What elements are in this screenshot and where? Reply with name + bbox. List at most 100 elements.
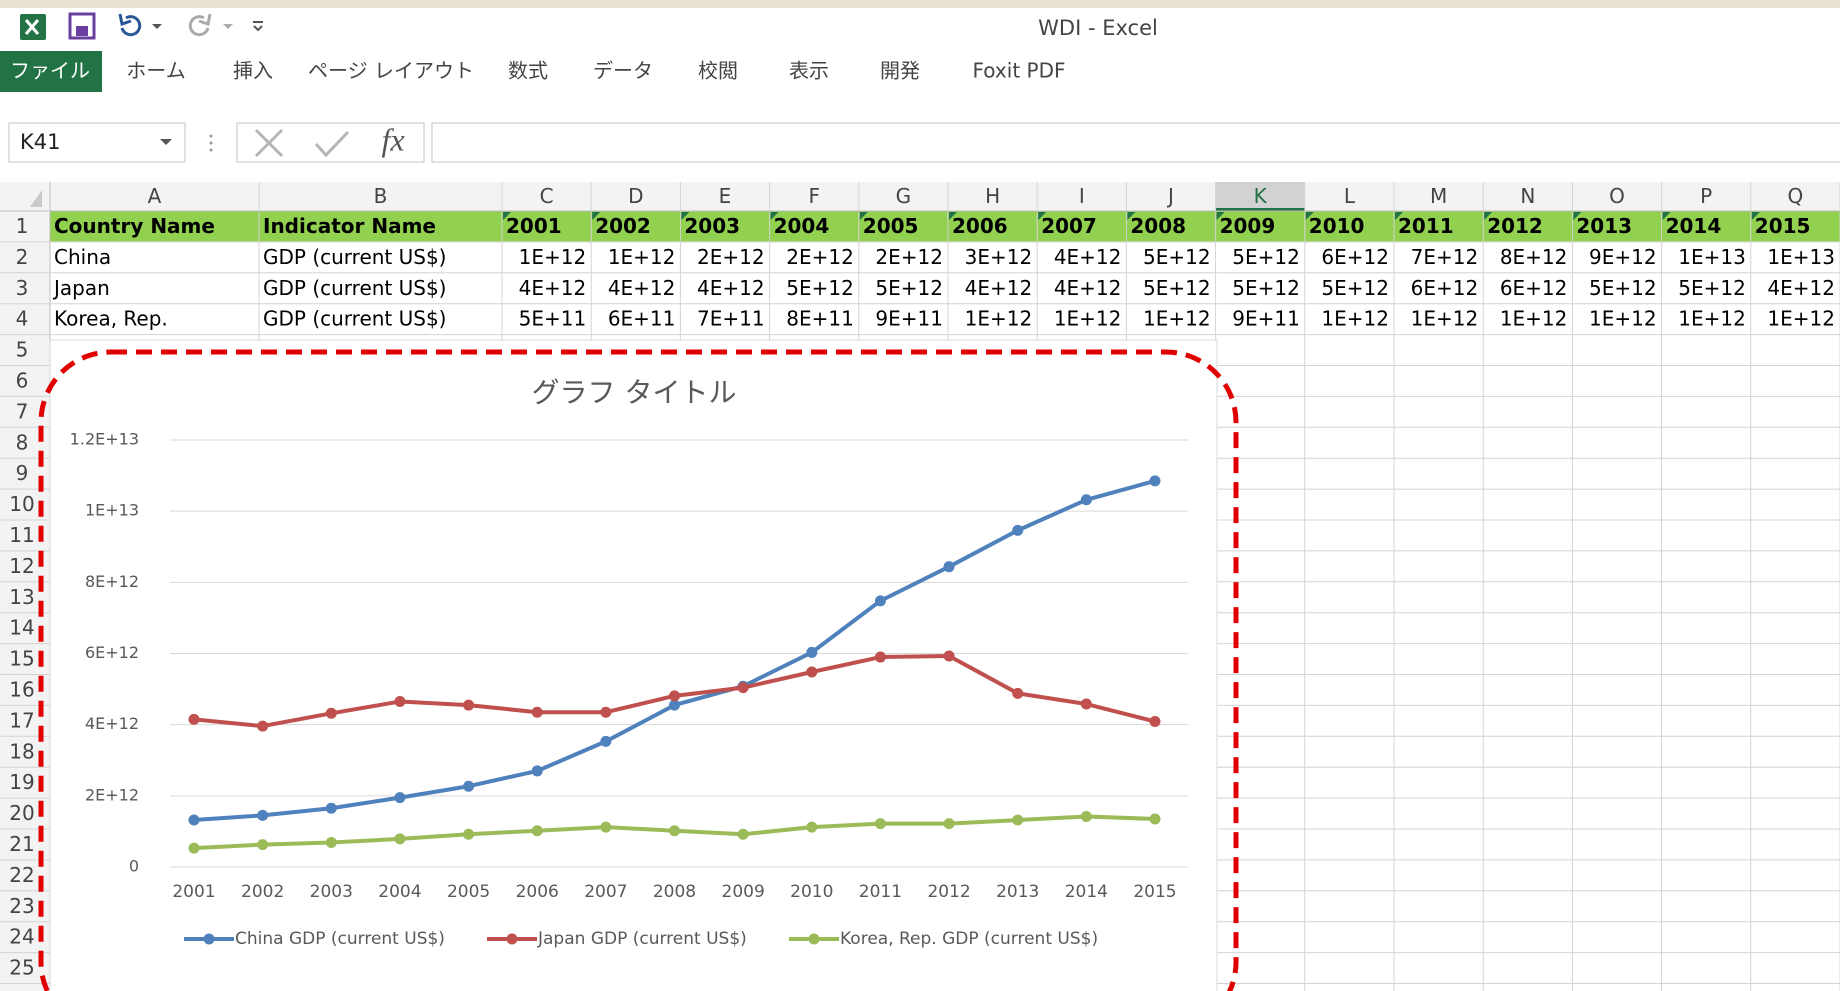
data-point[interactable]: [669, 690, 680, 702]
ribbon-tab[interactable]: データ: [593, 59, 653, 83]
row-header[interactable]: 14: [9, 616, 34, 640]
column-header[interactable]: F: [808, 184, 820, 208]
redo-icon[interactable]: [188, 13, 212, 37]
ribbon-tab[interactable]: 表示: [789, 59, 829, 83]
cell[interactable]: Country Name: [54, 214, 215, 238]
cell[interactable]: 9E+12: [1589, 245, 1657, 269]
row-header[interactable]: 11: [9, 523, 34, 547]
data-point[interactable]: [463, 780, 475, 792]
column-header[interactable]: K: [1254, 184, 1268, 208]
cell[interactable]: 1E+12: [965, 307, 1033, 331]
data-point[interactable]: [1149, 715, 1161, 727]
cell[interactable]: 8E+11: [786, 307, 854, 331]
row-header[interactable]: 3: [16, 276, 29, 300]
cell[interactable]: 2002: [595, 214, 651, 238]
enter-button[interactable]: [314, 130, 350, 158]
cell[interactable]: Indicator Name: [263, 214, 436, 238]
cell[interactable]: 2007: [1041, 214, 1097, 238]
data-point[interactable]: [806, 646, 818, 658]
row-header[interactable]: 24: [9, 925, 34, 949]
cell[interactable]: 2011: [1398, 214, 1454, 238]
column-header[interactable]: P: [1700, 184, 1712, 208]
column-header[interactable]: A: [148, 184, 162, 208]
data-point[interactable]: [1080, 810, 1092, 822]
cell[interactable]: 2014: [1666, 214, 1722, 238]
ribbon-tab[interactable]: 開発: [880, 59, 920, 83]
cell[interactable]: 5E+12: [1232, 276, 1300, 300]
data-point[interactable]: [257, 809, 269, 821]
cell[interactable]: 6E+12: [1500, 276, 1568, 300]
cell[interactable]: 2005: [863, 214, 919, 238]
column-header[interactable]: B: [374, 184, 388, 208]
row-header[interactable]: 12: [9, 554, 34, 578]
data-point[interactable]: [257, 839, 269, 851]
data-point[interactable]: [1012, 524, 1024, 536]
cell[interactable]: 1E+12: [1678, 307, 1746, 331]
row-header[interactable]: 6: [16, 368, 29, 392]
cell[interactable]: 2E+12: [875, 245, 943, 269]
data-point[interactable]: [463, 828, 475, 840]
cell[interactable]: 1E+13: [1678, 245, 1746, 269]
row-header[interactable]: 4: [16, 307, 29, 331]
data-point[interactable]: [737, 682, 749, 694]
cell[interactable]: GDP (current US$): [263, 276, 447, 300]
data-point[interactable]: [394, 792, 406, 804]
data-point[interactable]: [325, 836, 337, 848]
cell[interactable]: 1E+13: [1767, 245, 1835, 269]
data-point[interactable]: [188, 842, 200, 854]
cell[interactable]: 2015: [1755, 214, 1811, 238]
row-header[interactable]: 18: [9, 739, 34, 763]
ribbon-tab[interactable]: ホーム: [126, 59, 185, 83]
column-header[interactable]: C: [540, 184, 554, 208]
ribbon-tab[interactable]: 挿入: [233, 59, 273, 83]
row-header[interactable]: 7: [16, 399, 29, 423]
data-point[interactable]: [943, 650, 955, 662]
cell[interactable]: 5E+12: [1143, 276, 1211, 300]
cell[interactable]: 5E+12: [1678, 276, 1746, 300]
save-icon[interactable]: [68, 12, 96, 40]
cell[interactable]: 4E+12: [965, 276, 1033, 300]
row-header[interactable]: 9: [16, 461, 29, 485]
data-point[interactable]: [1012, 687, 1024, 699]
data-point[interactable]: [737, 828, 749, 840]
cell[interactable]: 2010: [1309, 214, 1365, 238]
cell[interactable]: 1E+12: [1321, 307, 1389, 331]
cell[interactable]: Korea, Rep.: [54, 307, 168, 331]
data-point[interactable]: [325, 707, 337, 719]
cell[interactable]: 4E+12: [1767, 276, 1835, 300]
row-header[interactable]: 5: [16, 338, 29, 362]
customize-toolbar[interactable]: [253, 21, 263, 32]
data-point[interactable]: [806, 821, 818, 833]
cell[interactable]: 9E+11: [875, 307, 943, 331]
cell[interactable]: 2008: [1130, 214, 1186, 238]
data-point[interactable]: [600, 706, 612, 718]
formula-input[interactable]: [431, 122, 1840, 163]
data-point[interactable]: [874, 595, 886, 607]
data-point[interactable]: [257, 720, 269, 732]
redo-dropdown[interactable]: [223, 24, 233, 29]
cell[interactable]: 5E+12: [1232, 245, 1300, 269]
cell[interactable]: 8E+12: [1500, 245, 1568, 269]
cell[interactable]: 7E+12: [1411, 245, 1479, 269]
ribbon-tab[interactable]: ページ レイアウト: [308, 59, 474, 83]
cell[interactable]: 1E+12: [1767, 307, 1835, 331]
cell[interactable]: GDP (current US$): [263, 307, 447, 331]
select-all[interactable]: [30, 190, 42, 207]
cell[interactable]: Japan: [52, 276, 110, 300]
cell[interactable]: 2006: [952, 214, 1008, 238]
column-header[interactable]: H: [985, 184, 1000, 208]
cell[interactable]: 2004: [774, 214, 830, 238]
data-point[interactable]: [325, 802, 337, 814]
data-point[interactable]: [1149, 475, 1161, 487]
row-header[interactable]: 17: [9, 708, 34, 732]
file-tab-bg[interactable]: [0, 51, 102, 92]
data-point[interactable]: [669, 699, 680, 711]
undo-icon[interactable]: [118, 13, 142, 37]
row-header[interactable]: 2: [16, 245, 29, 269]
row-header[interactable]: 21: [9, 832, 34, 856]
name-box[interactable]: [8, 122, 186, 163]
ribbon-tab[interactable]: 数式: [508, 59, 548, 83]
row-header[interactable]: 16: [9, 677, 34, 701]
cell[interactable]: 5E+12: [1589, 276, 1657, 300]
cell[interactable]: 4E+12: [697, 276, 765, 300]
